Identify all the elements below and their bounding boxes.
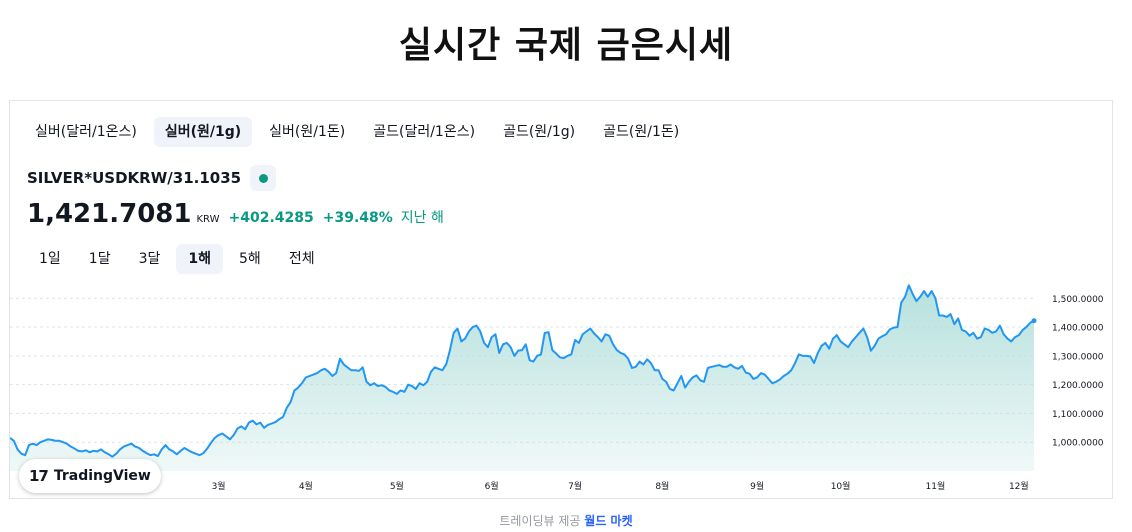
page-title: 실시간 국제 금은시세 [398, 25, 734, 66]
x-tick-label: 8월 [655, 480, 669, 492]
instrument-tabs: 실버(달러/1온스) 실버(원/1g) 실버(원/1돈) 골드(달러/1온스) … [24, 117, 690, 147]
price-line [10, 284, 1035, 458]
x-tick-label: 3월 [212, 480, 226, 492]
change-period-label: 지난 해 [400, 210, 444, 226]
price-area-fill [10, 285, 1034, 471]
x-tick-label: 6월 [485, 480, 499, 492]
last-price: 1,421.7081 [27, 199, 192, 229]
tradingview-logo-text: TradingView [53, 468, 151, 484]
range-5-years[interactable]: 5해 [239, 251, 261, 267]
tradingview-logo[interactable]: 17 TradingView [19, 459, 161, 493]
x-tick-label: 9월 [750, 480, 764, 492]
x-tick-label: 4월 [299, 480, 313, 492]
x-tick-label: 11월 [926, 480, 946, 492]
x-tick-label: 12월 [1009, 480, 1029, 492]
y-tick-label: 1,500.0000 [1052, 295, 1104, 305]
price-change: +402.4285 [228, 210, 314, 226]
y-tick-label: 1,400.0000 [1052, 324, 1104, 334]
tab-silver-usd-ounce[interactable]: 실버(달러/1온스) [35, 124, 137, 140]
tab-gold-krw-don[interactable]: 골드(원/1돈) [603, 124, 680, 140]
y-tick-label: 1,200.0000 [1052, 381, 1104, 391]
tab-gold-usd-ounce[interactable]: 골드(달러/1온스) [373, 124, 476, 140]
price-row: 1,421.7081 KRW +402.4285 +39.48% 지난 해 [27, 199, 444, 233]
range-selector: 1일 1달 3달 1해 5해 전체 [27, 244, 327, 274]
price-change-percent: +39.48% [322, 210, 393, 226]
market-open-dot-icon [258, 173, 268, 183]
range-1-month[interactable]: 1달 [88, 251, 111, 267]
credit-text: 트레이딩뷰 제공 [499, 514, 581, 528]
range-1-day[interactable]: 1일 [39, 251, 61, 267]
range-1-year[interactable]: 1해 [176, 244, 224, 274]
symbol-name[interactable]: SILVER*USDKRW/31.1035 [27, 169, 242, 187]
tradingview-mark-icon: 17 [29, 467, 49, 485]
market-status-badge[interactable] [250, 165, 277, 191]
y-tick-label: 1,000.0000 [1052, 439, 1104, 449]
symbol-row: SILVER*USDKRW/31.1035 [27, 165, 277, 191]
credit-line: 트레이딩뷰 제공 월드 마켓 [0, 512, 1132, 529]
tab-gold-krw-gram[interactable]: 골드(원/1g) [503, 124, 576, 140]
y-tick-label: 1,300.0000 [1052, 352, 1104, 362]
tab-silver-krw-gram[interactable]: 실버(원/1g) [153, 117, 253, 147]
price-currency: KRW [196, 214, 220, 225]
credit-link[interactable]: 월드 마켓 [584, 514, 633, 528]
tradingview-widget: 실버(달러/1온스) 실버(원/1g) 실버(원/1돈) 골드(달러/1온스) … [9, 100, 1113, 499]
x-tick-label: 5월 [390, 480, 404, 492]
last-value-point [1031, 318, 1037, 324]
x-tick-label: 7월 [568, 480, 582, 492]
range-3-months[interactable]: 3달 [138, 251, 161, 267]
x-tick-label: 10월 [831, 480, 851, 492]
tab-silver-krw-don[interactable]: 실버(원/1돈) [269, 124, 346, 140]
range-all[interactable]: 전체 [288, 251, 315, 267]
price-chart[interactable]: 1,000.0000 1,100.0000 1,200.0000 1,300.0000… [10, 281, 1113, 499]
y-tick-label: 1,100.0000 [1052, 410, 1104, 420]
